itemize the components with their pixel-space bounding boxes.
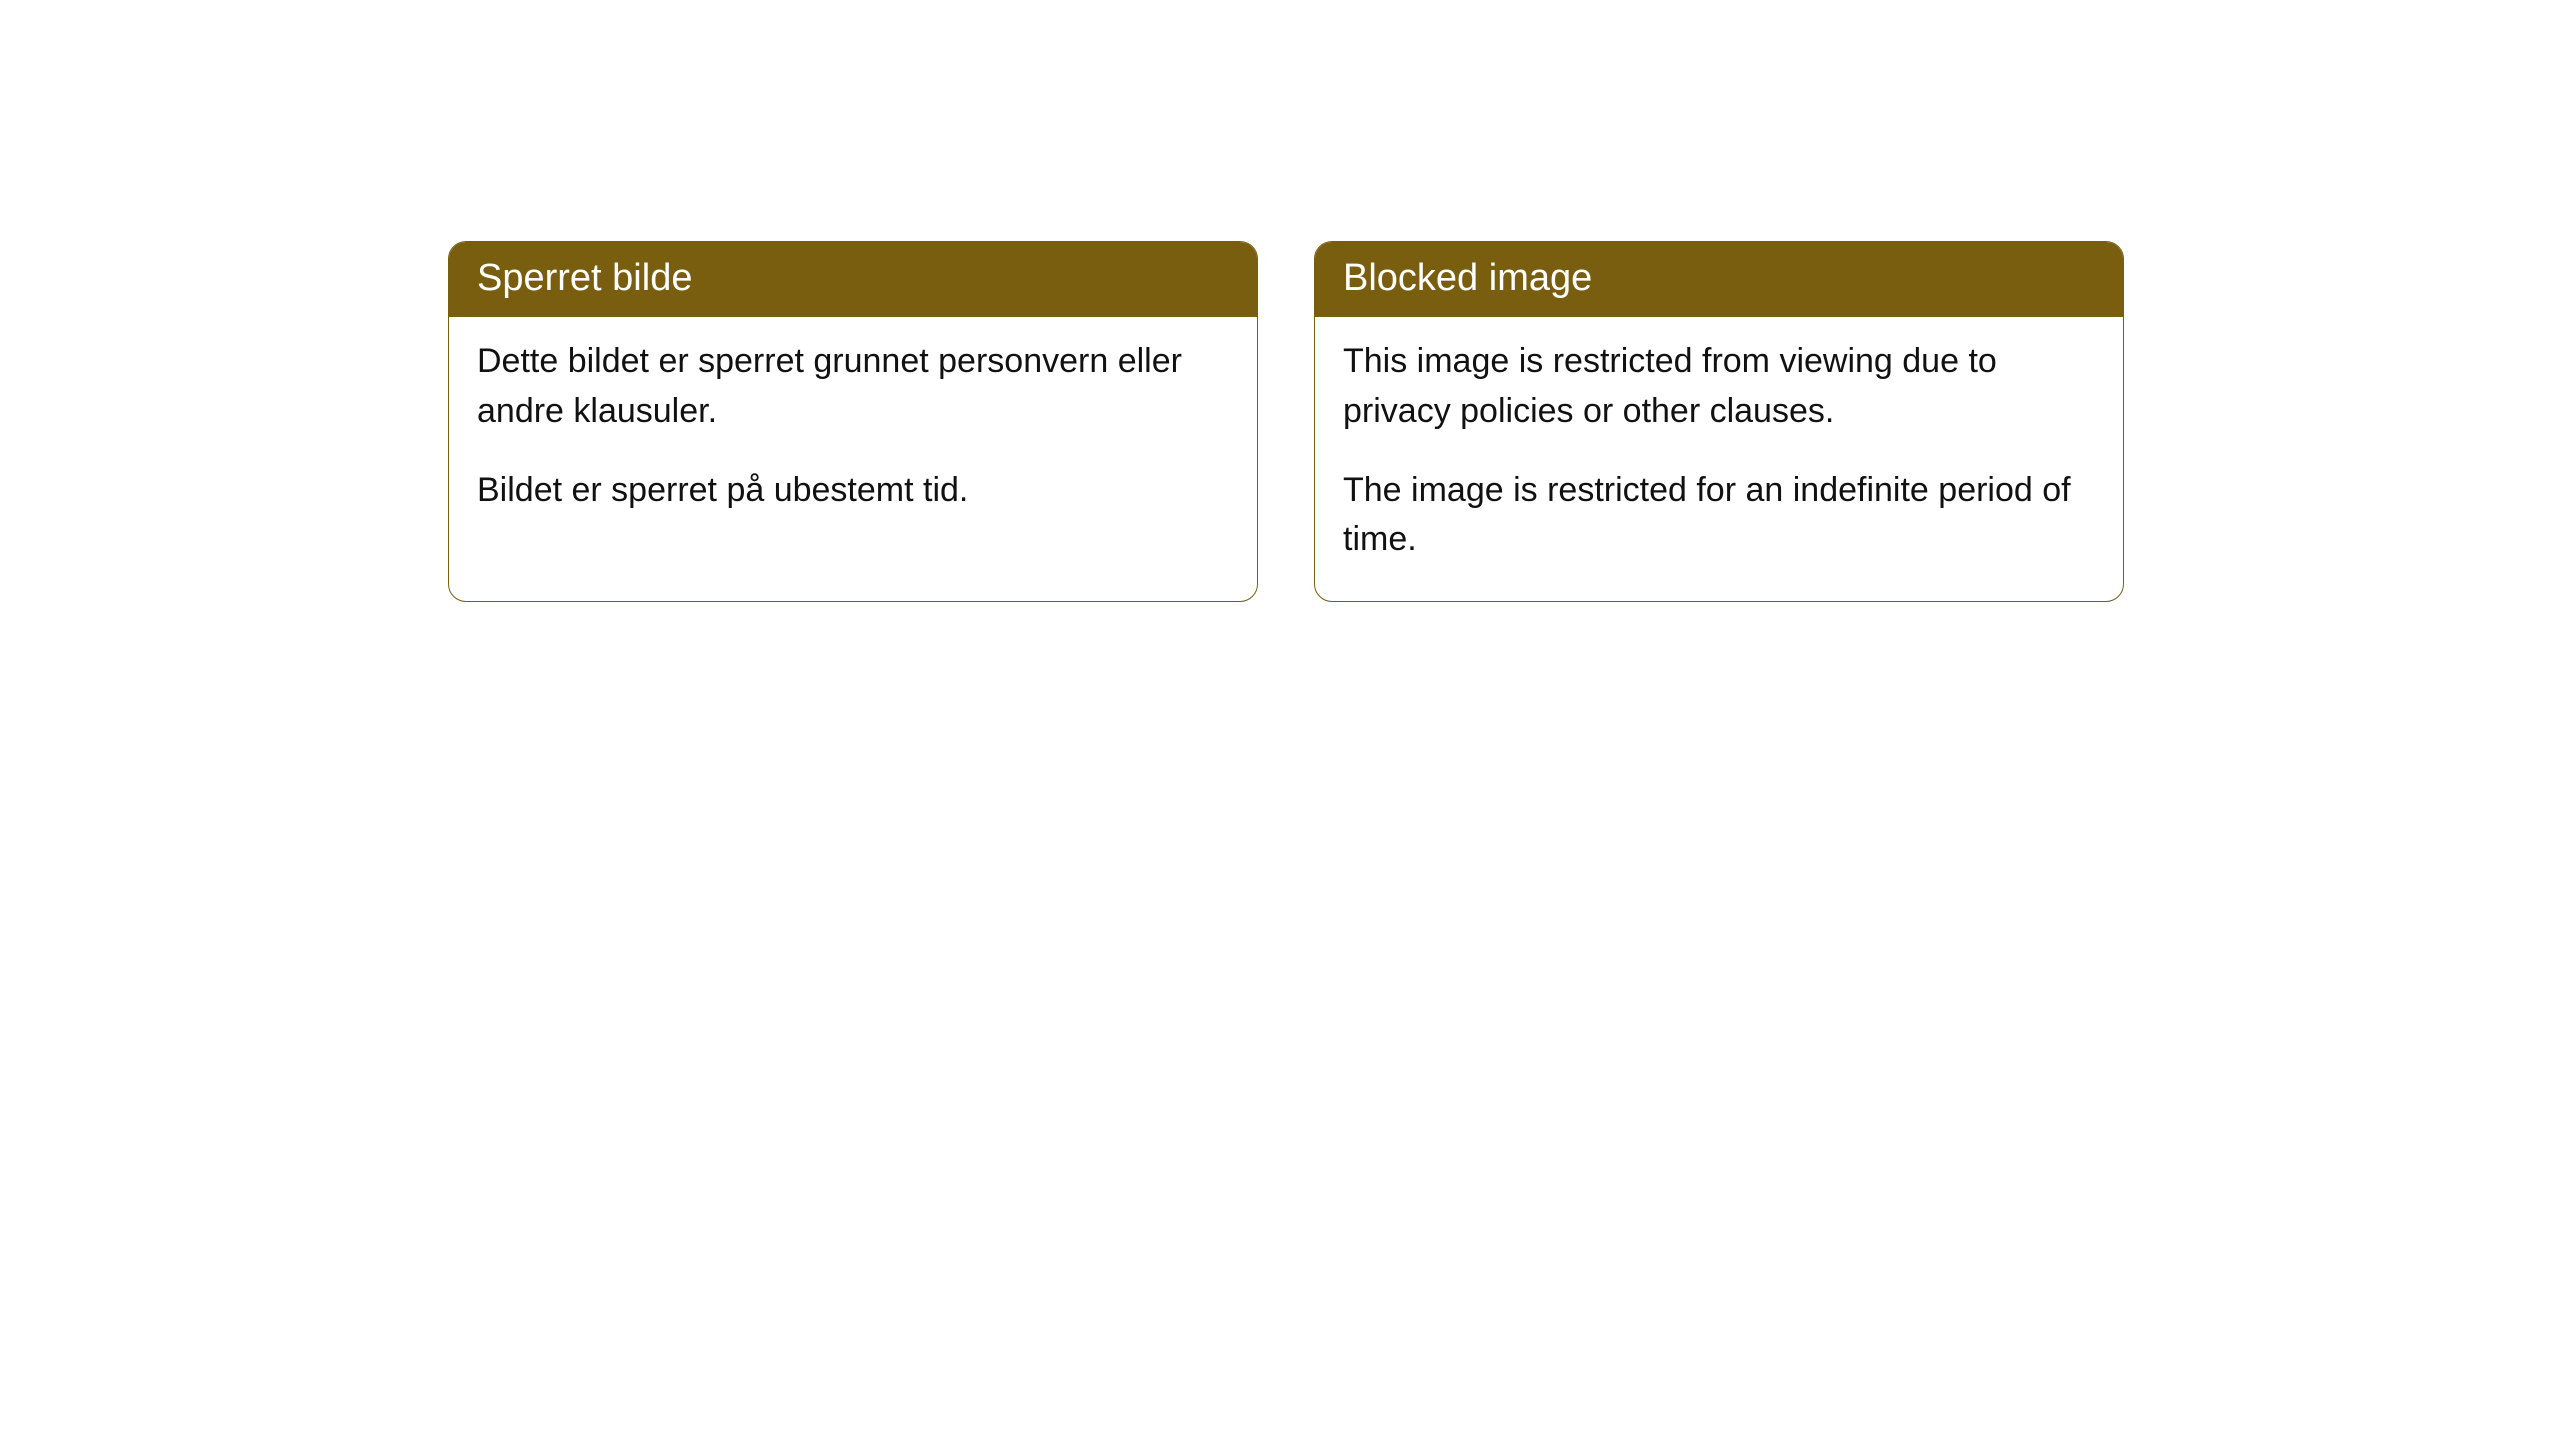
- notice-card-english: Blocked image This image is restricted f…: [1314, 241, 2124, 602]
- card-paragraph: This image is restricted from viewing du…: [1343, 337, 2095, 436]
- card-paragraph: Bildet er sperret på ubestemt tid.: [477, 466, 1229, 515]
- notice-cards-container: Sperret bilde Dette bildet er sperret gr…: [448, 241, 2124, 602]
- card-paragraph: The image is restricted for an indefinit…: [1343, 466, 2095, 565]
- card-body: Dette bildet er sperret grunnet personve…: [449, 317, 1257, 551]
- card-body: This image is restricted from viewing du…: [1315, 317, 2123, 600]
- notice-card-norwegian: Sperret bilde Dette bildet er sperret gr…: [448, 241, 1258, 602]
- card-header: Sperret bilde: [449, 242, 1257, 317]
- card-paragraph: Dette bildet er sperret grunnet personve…: [477, 337, 1229, 436]
- card-header: Blocked image: [1315, 242, 2123, 317]
